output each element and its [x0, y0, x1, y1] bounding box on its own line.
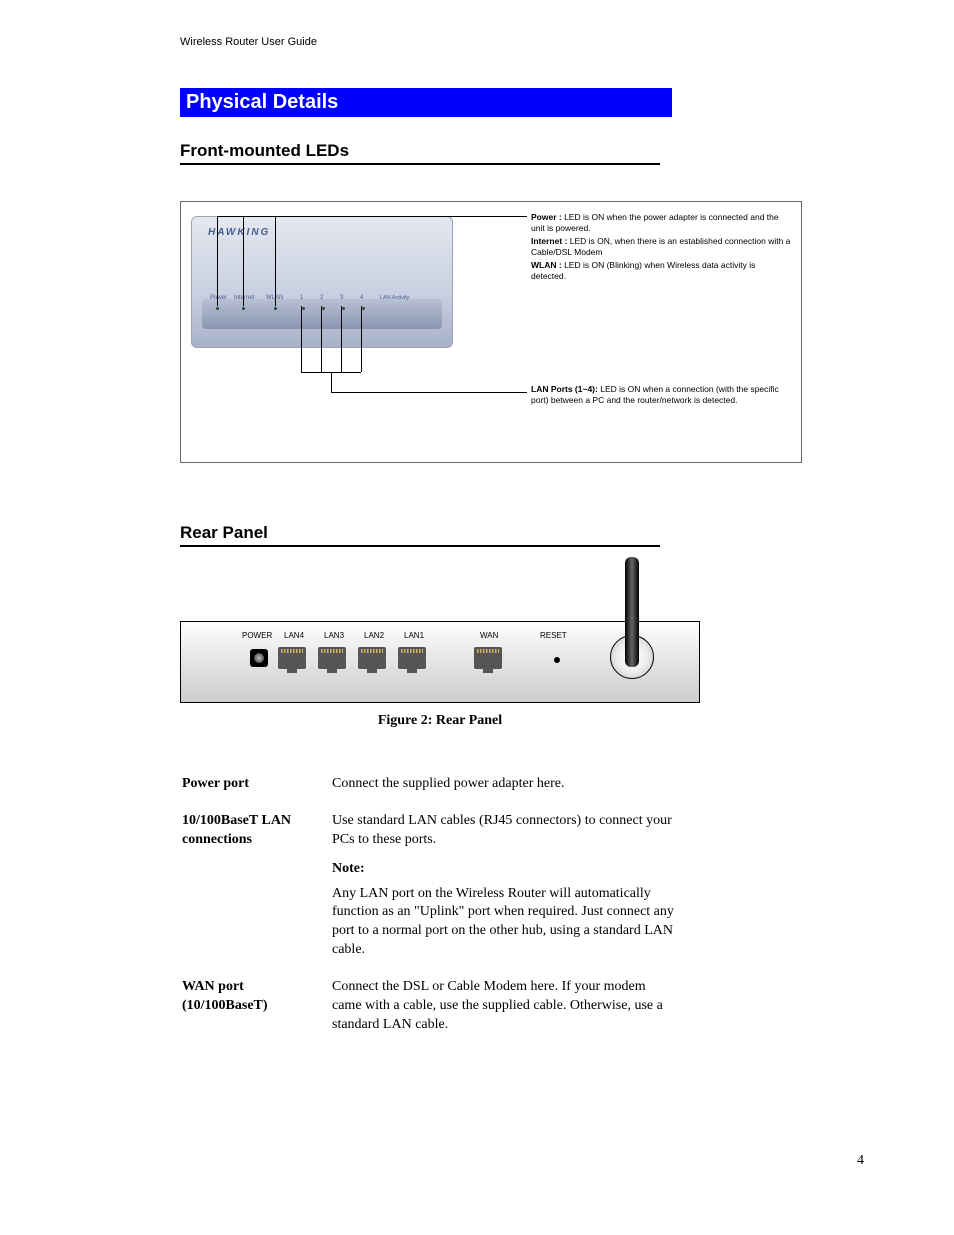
running-header: Wireless Router User Guide	[180, 36, 864, 48]
led-label-4: 4	[360, 295, 363, 301]
rj45-lan1-icon	[398, 647, 426, 669]
port-label-lan3: LAN3	[324, 631, 344, 640]
led-label-1: 1	[300, 295, 303, 301]
figure-front-leds: HAWKING Power Internet WLAN 1 2 3 4 LAN …	[180, 201, 802, 463]
led-label-internet: Internet	[234, 295, 254, 301]
callout-wlan: WLAN : LED is ON (Blinking) when Wireles…	[531, 260, 791, 281]
desc-power-port: Connect the supplied power adapter here.	[332, 775, 678, 810]
power-jack-icon	[250, 649, 268, 667]
table-row: Power port Connect the supplied power ad…	[182, 775, 678, 810]
figure-rear-panel: POWER LAN4 LAN3 LAN2 LAN1 WAN RESET	[180, 583, 700, 703]
led-label-2: 2	[320, 295, 323, 301]
rj45-lan4-icon	[278, 647, 306, 669]
rj45-wan-icon	[474, 647, 502, 669]
port-label-wan: WAN	[480, 631, 498, 640]
subsection-title-front-leds: Front-mounted LEDs	[180, 141, 660, 165]
callout-power: Power : LED is ON when the power adapter…	[531, 212, 791, 233]
figure2-caption: Figure 2: Rear Panel	[180, 713, 700, 729]
port-label-lan1: LAN1	[404, 631, 424, 640]
port-label-reset: RESET	[540, 631, 567, 640]
port-definitions-table: Power port Connect the supplied power ad…	[180, 773, 680, 1053]
subsection-title-rear-panel: Rear Panel	[180, 523, 660, 547]
desc-lan-connections: Use standard LAN cables (RJ45 connectors…	[332, 812, 678, 976]
rj45-lan2-icon	[358, 647, 386, 669]
term-lan-connections: 10/100BaseT LAN connections	[182, 812, 330, 976]
callout-internet: Internet : LED is ON, when there is an e…	[531, 236, 791, 257]
term-wan-port: WAN port (10/100BaseT)	[182, 978, 330, 1051]
term-power-port: Power port	[182, 775, 330, 810]
router-body-illustration: HAWKING Power Internet WLAN 1 2 3 4 LAN …	[191, 216, 453, 348]
led-label-3: 3	[340, 295, 343, 301]
reset-pinhole-icon	[554, 657, 560, 663]
desc-wan-port: Connect the DSL or Cable Modem here. If …	[332, 978, 678, 1051]
table-row: WAN port (10/100BaseT) Connect the DSL o…	[182, 978, 678, 1051]
led-label-power: Power	[210, 295, 227, 301]
port-label-power: POWER	[242, 631, 272, 640]
table-row: 10/100BaseT LAN connections Use standard…	[182, 812, 678, 976]
rj45-lan3-icon	[318, 647, 346, 669]
led-label-lan-activity: LAN Activity	[380, 295, 409, 301]
antenna-rod-icon	[625, 557, 639, 667]
callout-lan-ports: LAN Ports (1~4): LED is ON when a connec…	[531, 384, 791, 405]
page-number: 4	[857, 1153, 864, 1169]
section-title-physical-details: Physical Details	[180, 88, 672, 117]
port-label-lan4: LAN4	[284, 631, 304, 640]
port-label-lan2: LAN2	[364, 631, 384, 640]
